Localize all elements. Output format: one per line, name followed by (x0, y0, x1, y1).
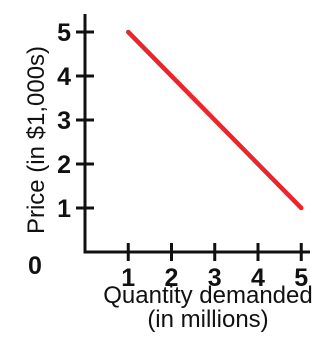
origin-label: 0 (28, 252, 42, 280)
y-tick-label: 1 (57, 195, 71, 223)
y-axis-title: Price (in $1,000s) (23, 46, 50, 234)
x-tick-label: 5 (294, 264, 308, 292)
tick-labels: 1 2 3 4 5 1 2 3 4 5 (57, 19, 308, 292)
x-tick-label: 4 (251, 264, 265, 292)
y-tick-label: 3 (57, 107, 71, 135)
y-tick-label: 4 (57, 63, 71, 91)
axes (76, 14, 310, 261)
x-tick-label: 3 (208, 264, 222, 292)
x-tick-label: 2 (165, 264, 179, 292)
x-axis-title-line2: (in millions) (147, 306, 268, 333)
x-axis-title-line1: Quantity demanded (103, 282, 312, 309)
series-layer (126, 29, 304, 211)
x-tick-label: 1 (121, 264, 135, 292)
demand-curve-line (126, 29, 304, 211)
y-tick-label: 5 (57, 19, 71, 47)
y-tick-label: 2 (57, 151, 71, 179)
